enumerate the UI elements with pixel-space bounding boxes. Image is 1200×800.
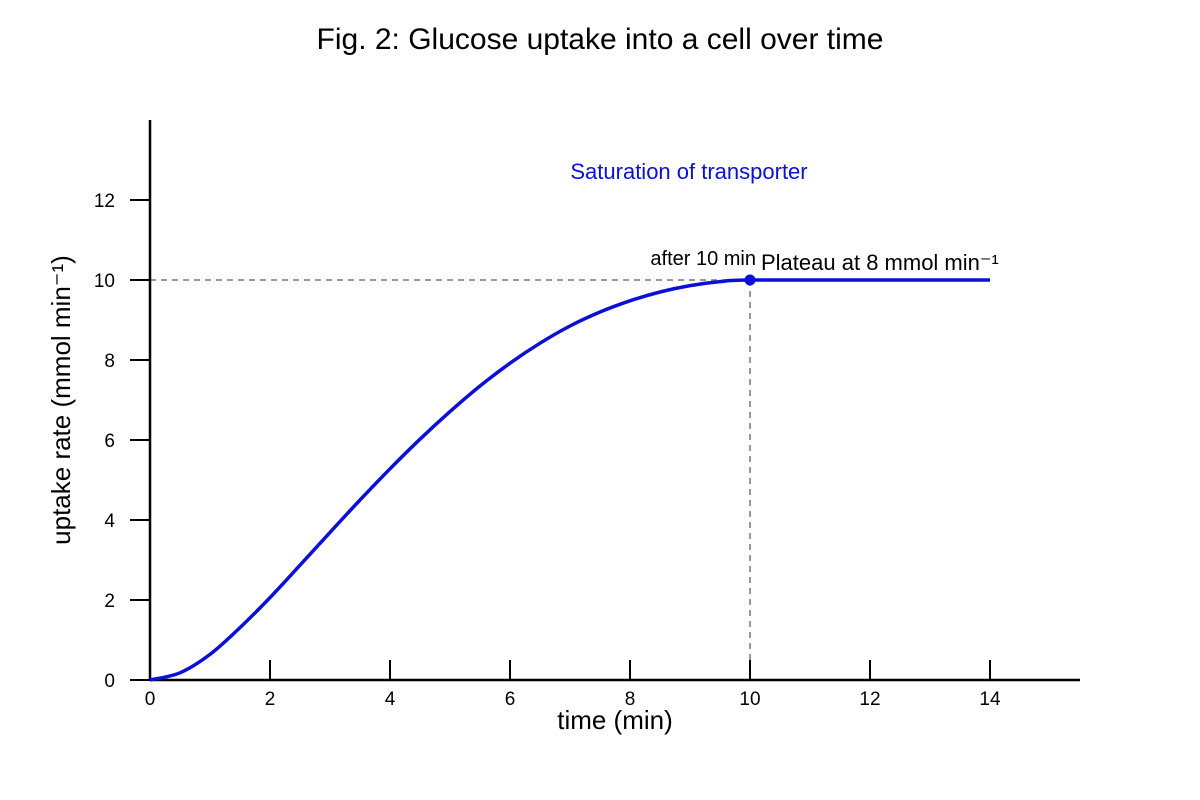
x-axis-ticks: 0 2 4 6 8 10 12 14 [145,660,1001,710]
y-tick-label: 12 [94,191,115,212]
x-tick-label: 2 [265,689,276,710]
y-axis-ticks: 0 2 4 6 8 10 12 [94,191,150,692]
reference-lines [150,279,751,680]
y-tick-label: 8 [104,351,115,372]
y-tick-label: 6 [104,431,115,452]
annotation-saturation: Saturation of transporter [570,159,807,184]
x-tick-label: 8 [625,689,636,710]
chart-title: Fig. 2: Glucose uptake into a cell over … [317,23,884,56]
x-tick-label: 14 [979,689,1001,710]
y-tick-label: 4 [104,511,115,532]
y-tick-label: 10 [94,271,115,292]
y-tick-label: 2 [104,591,115,612]
axes [148,120,1080,682]
annotation-after-10-min: after 10 min [650,248,756,270]
x-axis-label: time (min) [557,705,673,735]
series-group [149,274,990,682]
x-tick-label: 10 [739,689,760,710]
x-tick-label: 0 [145,689,156,710]
annotation-plateau: Plateau at 8 mmol min⁻¹ [761,250,999,275]
y-axis-label: uptake rate (mmol min⁻¹) [46,255,76,545]
y-tick-label: 0 [104,671,115,692]
x-tick-label: 4 [385,689,396,710]
plateau-point-marker [744,274,756,286]
x-tick-label: 6 [505,689,516,710]
uptake-curve-line [149,278,990,682]
x-tick-label: 12 [859,689,880,710]
